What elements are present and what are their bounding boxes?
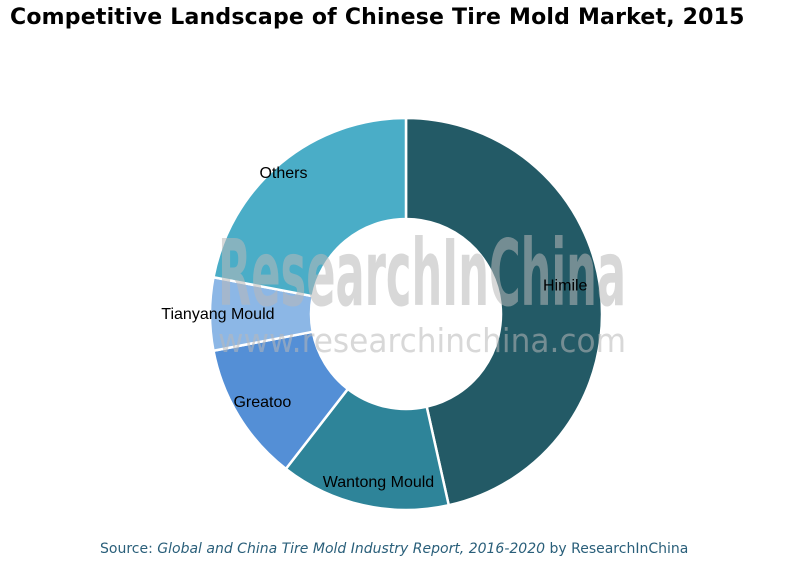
source-prefix: Source: (100, 541, 158, 557)
chart-title: Competitive Landscape of Chinese Tire Mo… (10, 5, 745, 30)
watermark: ResearchInChina www.researchinchina.com (218, 220, 626, 360)
source-suffix: by ResearchInChina (545, 541, 689, 557)
slice-label-wantong-mould: Wantong Mould (323, 474, 434, 491)
slice-label-himile: Himile (543, 277, 588, 294)
source-note: Source: Global and China Tire Mold Indus… (100, 541, 688, 557)
slices-group (208, 116, 604, 512)
slice-label-tianyang-mould: Tianyang Mould (161, 306, 274, 323)
slice-label-greatoo: Greatoo (233, 394, 291, 411)
labels-group: Himile Wantong Mould Greatoo Tianyang Mould… (161, 165, 587, 491)
slice-others (212, 116, 408, 298)
source-report: Global and China Tire Mold Industry Repo… (157, 541, 546, 557)
watermark-url: www.researchinchina.com (218, 321, 626, 360)
watermark-brand: ResearchInChina (218, 220, 626, 327)
slice-label-others: Others (259, 165, 307, 182)
slice-himile (404, 116, 604, 507)
